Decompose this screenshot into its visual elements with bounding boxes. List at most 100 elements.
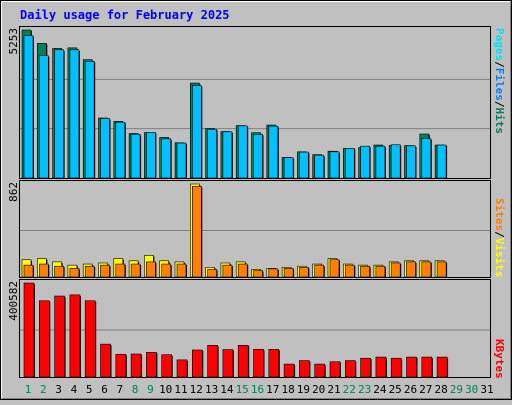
sites-bar-day-18: [283, 268, 294, 278]
sites-bar-day-19: [299, 266, 309, 278]
x-tick-label: 29: [450, 383, 463, 396]
x-tick-label: 25: [389, 383, 402, 396]
kbytes-bar-day-26: [406, 356, 417, 378]
legend-visits: Visits: [493, 238, 506, 278]
sites-bar-day-24: [375, 265, 386, 278]
sites-bar-day-2: [38, 263, 49, 278]
kbytes-bar-day-7: [115, 353, 127, 378]
kbytes-bar-day-25: [390, 357, 402, 378]
x-tick-label: 11: [174, 383, 187, 396]
kbytes-bar-day-24: [375, 356, 387, 378]
files-bar-day-24: [375, 145, 386, 179]
files-bar-day-27: [421, 138, 432, 179]
sites-bar-day-8: [130, 263, 141, 278]
legend-pages: Pages: [493, 28, 506, 61]
kbytes-bar-day-19: [299, 360, 310, 378]
files-bar-day-5: [84, 61, 95, 179]
chart-title: Daily usage for February 2025: [20, 8, 230, 22]
kbytes-bar-day-13: [207, 345, 218, 378]
files-bar-day-26: [406, 145, 416, 179]
kbytes-bar-day-9: [146, 352, 157, 378]
kbytes-bar-day-15: [237, 345, 249, 378]
sites-bar-day-3: [54, 265, 64, 278]
legend-files: Files: [493, 68, 506, 101]
kbytes-bar-day-3: [54, 295, 65, 378]
kbytes-bar-day-17: [268, 349, 280, 378]
kbytes-bar-day-11: [176, 359, 188, 378]
x-tick-label: 14: [220, 383, 234, 396]
legend-kbytes: KBytes: [493, 339, 506, 379]
files-bar-day-8: [130, 134, 141, 179]
legend-sep-3: /: [493, 231, 506, 238]
sites-bar-day-7: [115, 263, 126, 278]
kbytes-bar-day-5: [84, 300, 96, 378]
kbytes-bar-day-6: [100, 343, 111, 378]
x-tick-label: 13: [205, 383, 218, 396]
legend-sites: Sites: [493, 198, 506, 231]
sites-bar-day-26: [406, 261, 416, 278]
sites-bar-day-11: [176, 263, 187, 278]
files-bar-day-21: [329, 151, 340, 179]
files-bar-day-23: [360, 145, 370, 179]
top-ymax-label: 5253: [7, 28, 20, 55]
x-tick-label: 31: [480, 383, 493, 396]
legend-sep-1: /: [493, 61, 506, 68]
sites-bar-day-16: [253, 270, 263, 278]
x-tick-label: 4: [71, 383, 78, 396]
files-bar-day-2: [38, 55, 49, 179]
sites-bar-day-6: [100, 264, 110, 278]
files-bar-day-11: [176, 142, 187, 179]
x-tick-label: 5: [86, 383, 93, 396]
sites-bar-day-14: [222, 264, 233, 278]
x-axis-day-labels: 1 2 3 4 5 6 7 8 9 10 11 12 13 14 15 16 17 18 19 20 21 22 23 24 2…: [25, 383, 494, 396]
files-bar-day-7: [115, 121, 126, 179]
x-tick-label: 9: [147, 383, 154, 396]
x-tick-label: 3: [55, 383, 62, 396]
kbytes-bar-day-4: [69, 294, 81, 378]
sites-bar-day-22: [344, 264, 355, 278]
bottom-panel-bars: [20, 282, 490, 378]
x-tick-label: 15: [236, 383, 249, 396]
middle-legend: Sites/Visits: [493, 198, 506, 278]
files-bar-day-10: [161, 138, 171, 179]
sites-bar-day-10: [161, 263, 171, 278]
x-tick-label: 21: [327, 383, 340, 396]
x-tick-label: 28: [434, 383, 447, 396]
files-bar-day-15: [237, 125, 248, 179]
files-bar-day-6: [100, 118, 110, 179]
files-bar-day-17: [268, 125, 279, 179]
sites-bar-day-25: [390, 262, 401, 278]
x-tick-label: 27: [419, 383, 432, 396]
x-tick-label: 1: [25, 383, 32, 396]
x-tick-label: 17: [266, 383, 279, 396]
kbytes-bar-day-22: [344, 360, 356, 378]
kbytes-bar-day-1: [23, 282, 35, 378]
kbytes-bar-day-2: [38, 300, 50, 378]
sites-bar-day-23: [360, 265, 370, 278]
sites-bar-day-5: [84, 265, 95, 278]
legend-hits: Hits: [493, 108, 506, 135]
files-bar-day-4: [69, 49, 80, 179]
x-tick-label: 24: [373, 383, 387, 396]
files-bar-day-18: [283, 157, 294, 179]
files-bar-day-16: [253, 134, 263, 179]
kbytes-bar-day-23: [360, 357, 371, 378]
x-tick-label: 18: [281, 383, 294, 396]
x-tick-label: 8: [132, 383, 139, 396]
middle-ymax-label: 862: [7, 182, 20, 202]
kbytes-bar-day-12: [192, 349, 203, 378]
x-tick-label: 6: [101, 383, 108, 396]
x-tick-label: 20: [312, 383, 325, 396]
files-bar-day-12: [192, 85, 202, 179]
x-tick-label: 12: [190, 383, 203, 396]
kbytes-bar-day-20: [314, 363, 326, 378]
kbytes-bar-day-8: [130, 353, 142, 378]
sites-bar-day-1: [23, 264, 34, 278]
sites-bar-day-27: [421, 261, 432, 278]
x-tick-label: 16: [251, 383, 264, 396]
files-bar-day-3: [54, 49, 64, 179]
files-bar-day-13: [207, 128, 217, 179]
x-tick-label: 22: [343, 383, 356, 396]
